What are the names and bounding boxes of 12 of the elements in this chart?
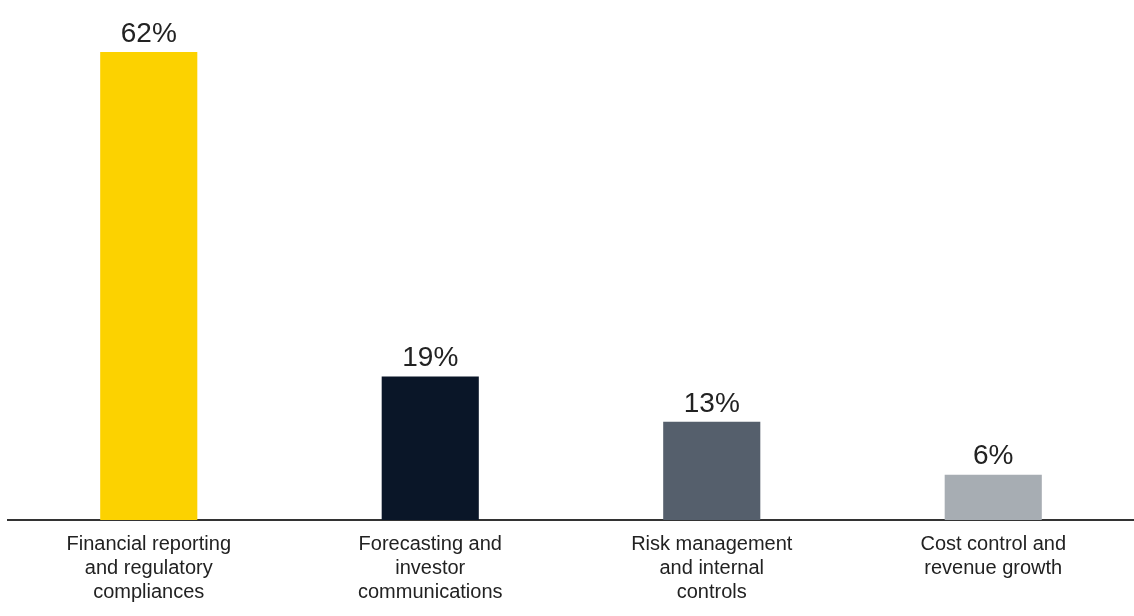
x-tick-label: Forecasting and investor communications	[357, 531, 503, 602]
data-label: 13%	[683, 386, 740, 418]
data-label: 6%	[973, 439, 1014, 471]
x-tick-label: Cost control and revenue growth	[920, 531, 1067, 578]
bar	[663, 421, 761, 520]
x-tick-label: Financial reporting and regulatory compliances	[66, 531, 232, 602]
bar	[100, 52, 198, 520]
bar	[944, 474, 1042, 520]
bar	[381, 376, 479, 520]
data-label: 19%	[402, 341, 459, 373]
x-tick-label: Risk management and internal controls	[631, 531, 793, 602]
data-label: 62%	[120, 16, 177, 48]
